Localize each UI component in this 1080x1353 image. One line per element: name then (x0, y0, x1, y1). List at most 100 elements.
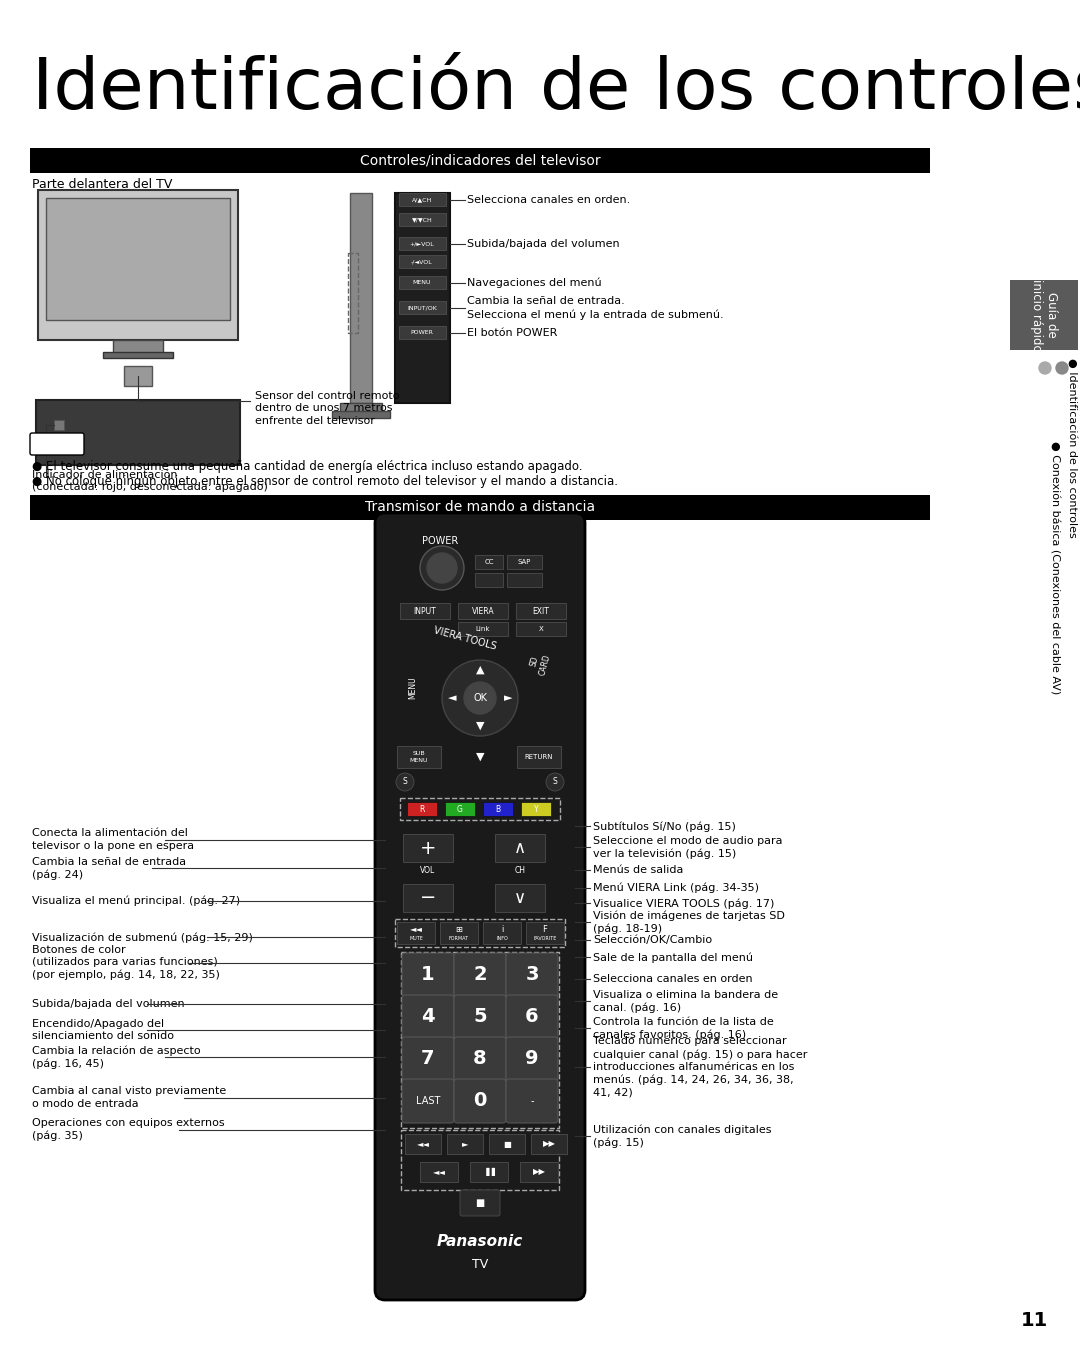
Bar (407, 802, 437, 816)
Text: Selección/OK/Cambio: Selección/OK/Cambio (593, 935, 712, 944)
Text: FAVORITE: FAVORITE (534, 935, 556, 940)
Text: ▼: ▼ (476, 752, 484, 762)
Text: VOL: VOL (420, 866, 435, 875)
Text: 5: 5 (473, 1008, 487, 1027)
FancyBboxPatch shape (454, 994, 507, 1039)
Text: Utilización con canales digitales
(pág. 15): Utilización con canales digitales (pág. … (593, 1124, 771, 1147)
Text: ◄◄: ◄◄ (409, 924, 422, 934)
Text: ▶▶: ▶▶ (542, 1139, 555, 1149)
Bar (103, 352, 173, 359)
Text: Identificación de los controles: Identificación de los controles (32, 55, 1080, 124)
Bar (401, 1130, 559, 1191)
Bar (54, 419, 64, 430)
Text: El botón POWER: El botón POWER (467, 327, 557, 338)
Text: Teclado numérico para seleccionar
cualquier canal (pág. 15) o para hacer
introdu: Teclado numérico para seleccionar cualqu… (593, 1036, 808, 1097)
Bar (475, 555, 503, 570)
Bar (399, 300, 446, 314)
Text: Link: Link (476, 626, 490, 632)
Bar (401, 953, 559, 1128)
Circle shape (396, 773, 414, 792)
Text: ■: ■ (475, 1197, 485, 1208)
Bar (483, 921, 521, 944)
Text: G: G (457, 805, 463, 813)
Text: 6: 6 (525, 1008, 539, 1027)
Text: 7: 7 (421, 1050, 435, 1069)
FancyBboxPatch shape (375, 513, 585, 1300)
Text: Guía de
inicio rápido: Guía de inicio rápido (1029, 279, 1058, 352)
Text: ⊞: ⊞ (456, 924, 462, 934)
Text: Subtítulos Sí/No (pág. 15): Subtítulos Sí/No (pág. 15) (593, 821, 735, 832)
Text: ▶▶: ▶▶ (532, 1168, 545, 1177)
Text: VIERA TOOLS: VIERA TOOLS (432, 625, 498, 651)
Bar (1010, 280, 1078, 350)
Bar (113, 340, 163, 354)
FancyBboxPatch shape (402, 953, 454, 997)
FancyBboxPatch shape (454, 953, 507, 997)
Bar (475, 574, 503, 587)
Bar (403, 884, 453, 912)
Text: Botones de color
(utilizados para varias funciones)
(por ejemplo, pág. 14, 18, 2: Botones de color (utilizados para varias… (32, 944, 220, 981)
Circle shape (427, 553, 457, 583)
Text: Selecciona canales en orden: Selecciona canales en orden (593, 974, 753, 984)
FancyBboxPatch shape (30, 433, 84, 455)
Text: ◄◄: ◄◄ (417, 1139, 430, 1149)
Text: 9: 9 (525, 1050, 539, 1069)
Text: Subida/bajada del volumen: Subida/bajada del volumen (32, 999, 185, 1008)
Bar (470, 1162, 508, 1183)
Bar (399, 212, 446, 226)
Text: OK: OK (473, 693, 487, 704)
Text: Seleccione el modo de audio para
ver la televisión (pág. 15): Seleccione el modo de audio para ver la … (593, 836, 783, 859)
Bar (516, 603, 566, 620)
Bar (403, 833, 453, 862)
Bar (36, 400, 240, 465)
Text: Conecta la alimentación del
televisor o la pone en espera: Conecta la alimentación del televisor o … (32, 828, 194, 851)
Text: Parte delantera del TV: Parte delantera del TV (32, 179, 173, 191)
Bar (516, 622, 566, 636)
Bar (399, 254, 446, 268)
Text: Visualiza o elimina la bandera de
canal. (pág. 16): Visualiza o elimina la bandera de canal.… (593, 990, 778, 1013)
Text: S: S (553, 778, 557, 786)
Text: ▐▐: ▐▐ (483, 1168, 496, 1177)
Text: ►: ► (462, 1139, 469, 1149)
Text: Visión de imágenes de tarjetas SD
(pág. 18-19): Visión de imágenes de tarjetas SD (pág. … (593, 911, 785, 934)
Text: FORMAT: FORMAT (449, 935, 469, 940)
Bar (507, 574, 542, 587)
Bar (458, 603, 508, 620)
Text: Menús de salida: Menús de salida (593, 866, 684, 875)
Text: ▼: ▼ (476, 721, 484, 731)
Text: LAST: LAST (416, 1096, 441, 1105)
Circle shape (442, 660, 518, 736)
Bar (400, 603, 450, 620)
Bar (519, 1162, 558, 1183)
Text: ∨: ∨ (514, 889, 526, 907)
Bar (399, 326, 446, 340)
Text: A/▲CH: A/▲CH (411, 198, 432, 203)
Bar (397, 921, 435, 944)
Bar (397, 746, 441, 769)
Circle shape (1056, 363, 1068, 373)
Text: R: R (419, 805, 424, 813)
Text: EXIT: EXIT (532, 606, 550, 616)
Text: Sensor del control remoto
dentro de unos 7 metros
enfrente del televisor: Sensor del control remoto dentro de unos… (255, 391, 400, 426)
Text: ▼/▼CH: ▼/▼CH (411, 218, 432, 222)
Text: SUB
MENU: SUB MENU (409, 751, 429, 763)
Text: Cambia al canal visto previamente
o modo de entrada: Cambia al canal visto previamente o modo… (32, 1086, 226, 1108)
Text: Y: Y (534, 805, 538, 813)
Circle shape (546, 773, 564, 792)
Text: INFO: INFO (496, 935, 508, 940)
Text: ● No coloque ningún objeto entre el sensor de control remoto del televisor y el : ● No coloque ningún objeto entre el sens… (32, 475, 618, 488)
Text: SD
CARD: SD CARD (527, 649, 553, 676)
Bar (38, 189, 238, 340)
Text: 2: 2 (473, 966, 487, 985)
Text: Cambia la señal de entrada.
Selecciona el menú y la entrada de submenú.: Cambia la señal de entrada. Selecciona e… (467, 296, 724, 319)
Bar (399, 276, 446, 290)
Text: MENU: MENU (413, 280, 431, 285)
Bar (521, 802, 551, 816)
Circle shape (464, 682, 496, 714)
Bar (507, 555, 542, 570)
Text: Menú VIERA Link (pág. 34-35): Menú VIERA Link (pág. 34-35) (593, 882, 759, 893)
Text: Transmisor de mando a distancia: Transmisor de mando a distancia (365, 501, 595, 514)
FancyBboxPatch shape (402, 1078, 454, 1123)
Text: F: F (542, 924, 548, 934)
Text: Sale de la pantalla del menú: Sale de la pantalla del menú (593, 953, 753, 962)
